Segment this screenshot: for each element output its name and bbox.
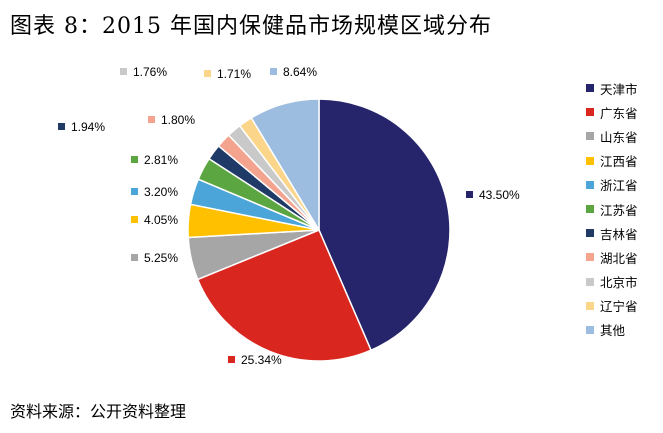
legend-label: 江苏省 bbox=[600, 202, 638, 218]
legend: 天津市广东省山东省江西省浙江省江苏省吉林省湖北省北京市辽宁省其他 bbox=[586, 76, 638, 342]
source-note: 资料来源：公开资料整理 bbox=[10, 402, 187, 421]
legend-swatch bbox=[586, 301, 594, 310]
legend-swatch bbox=[586, 277, 594, 286]
data-label-text: 5.25% bbox=[144, 251, 178, 265]
legend-item: 江苏省 bbox=[586, 197, 638, 221]
legend-swatch bbox=[586, 156, 594, 165]
data-label-text: 43.50% bbox=[479, 188, 520, 202]
legend-label: 其他 bbox=[600, 323, 626, 339]
legend-item: 辽宁省 bbox=[586, 294, 638, 318]
data-label-text: 8.64% bbox=[283, 65, 317, 79]
data-label: 2.81% bbox=[131, 153, 178, 167]
chart-title: 图表 8：2015 年国内保健品市场规模区域分布 bbox=[10, 14, 492, 39]
data-label-swatch bbox=[120, 68, 127, 75]
legend-item: 广东省 bbox=[586, 100, 638, 124]
data-label-text: 2.81% bbox=[144, 153, 178, 167]
legend-label: 天津市 bbox=[600, 81, 638, 97]
data-label: 4.05% bbox=[131, 213, 178, 227]
data-label: 5.25% bbox=[131, 251, 178, 265]
data-label-swatch bbox=[270, 68, 277, 75]
pie-slice bbox=[318, 98, 451, 352]
legend-swatch bbox=[586, 132, 594, 141]
legend-label: 山东省 bbox=[600, 129, 638, 145]
data-label: 1.94% bbox=[58, 120, 105, 134]
legend-swatch bbox=[586, 205, 594, 214]
pie-slice bbox=[196, 229, 373, 362]
data-label: 1.71% bbox=[204, 67, 251, 81]
data-label: 1.76% bbox=[120, 65, 167, 79]
legend-item: 江西省 bbox=[586, 149, 638, 173]
legend-item: 其他 bbox=[586, 318, 638, 342]
legend-swatch bbox=[586, 253, 594, 262]
data-label-swatch bbox=[131, 156, 138, 163]
data-label-swatch bbox=[228, 356, 235, 363]
data-label-text: 1.94% bbox=[71, 120, 105, 134]
legend-item: 天津市 bbox=[586, 76, 638, 100]
data-label-swatch bbox=[131, 188, 138, 195]
legend-swatch bbox=[586, 180, 594, 189]
legend-swatch bbox=[586, 325, 594, 334]
legend-item: 山东省 bbox=[586, 124, 638, 148]
data-label-text: 4.05% bbox=[144, 213, 178, 227]
legend-item: 浙江省 bbox=[586, 173, 638, 197]
data-label-text: 3.20% bbox=[144, 185, 178, 199]
data-label-swatch bbox=[58, 123, 65, 130]
legend-item: 北京市 bbox=[586, 270, 638, 294]
data-label: 3.20% bbox=[131, 185, 178, 199]
legend-label: 湖北省 bbox=[600, 250, 638, 266]
pie-slice bbox=[250, 98, 320, 233]
data-label-text: 1.71% bbox=[217, 67, 251, 81]
legend-swatch bbox=[586, 229, 594, 238]
data-label-swatch bbox=[131, 216, 138, 223]
data-label-text: 1.76% bbox=[133, 65, 167, 79]
legend-swatch bbox=[586, 108, 594, 117]
data-label: 8.64% bbox=[270, 65, 317, 79]
pie-slices bbox=[187, 98, 451, 362]
data-labels: 43.50% 25.34% 5.25% 4.05% 3.20% 2.81% 1.94% 1.8… bbox=[58, 65, 520, 367]
data-label-text: 25.34% bbox=[241, 353, 282, 367]
data-label-swatch bbox=[131, 254, 138, 261]
legend-label: 吉林省 bbox=[600, 226, 638, 242]
legend-swatch bbox=[586, 84, 594, 93]
data-label-swatch bbox=[204, 70, 211, 77]
data-label: 43.50% bbox=[466, 188, 520, 202]
data-label-text: 1.80% bbox=[161, 113, 195, 127]
legend-label: 广东省 bbox=[600, 105, 638, 121]
legend-label: 江西省 bbox=[600, 154, 638, 170]
data-label-swatch bbox=[466, 191, 473, 198]
data-label: 25.34% bbox=[228, 353, 282, 367]
legend-label: 北京市 bbox=[600, 275, 638, 291]
legend-item: 湖北省 bbox=[586, 245, 638, 269]
data-label-swatch bbox=[148, 116, 155, 123]
legend-label: 辽宁省 bbox=[600, 299, 638, 315]
legend-item: 吉林省 bbox=[586, 221, 638, 245]
data-label: 1.80% bbox=[148, 113, 195, 127]
legend-label: 浙江省 bbox=[600, 178, 638, 194]
